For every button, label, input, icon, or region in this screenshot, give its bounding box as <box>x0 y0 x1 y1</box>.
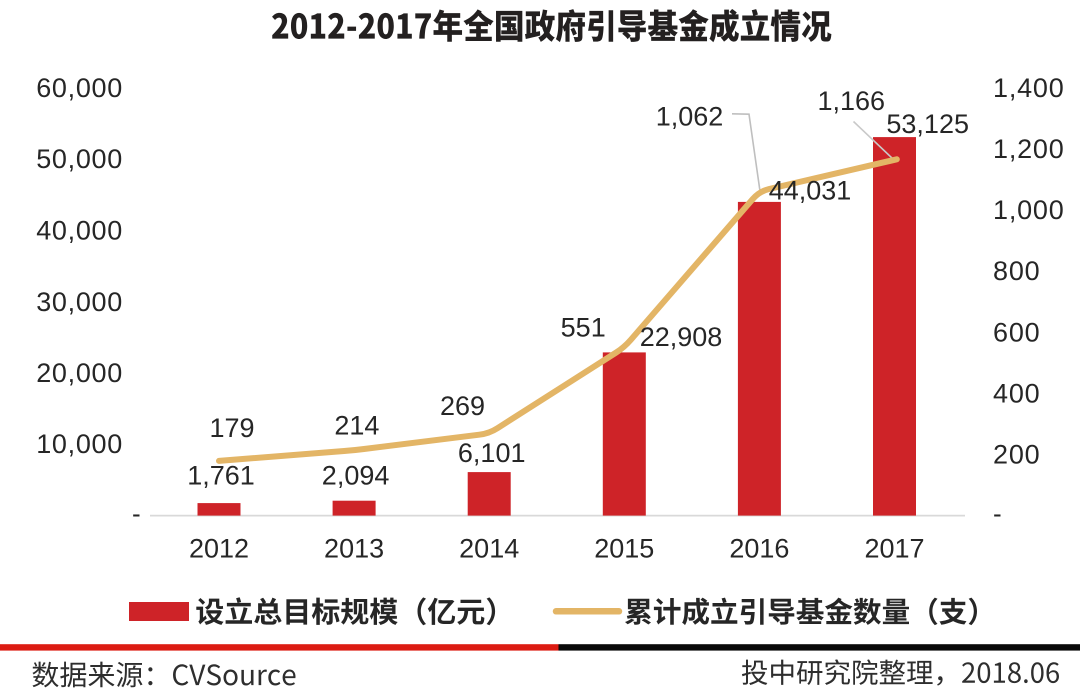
svg-text:10,000: 10,000 <box>36 429 123 459</box>
svg-text:2014: 2014 <box>459 534 519 564</box>
svg-text:40,000: 40,000 <box>36 216 123 246</box>
svg-text:30,000: 30,000 <box>36 287 123 317</box>
svg-text:60,000: 60,000 <box>36 73 123 103</box>
svg-text:44,031: 44,031 <box>769 175 852 205</box>
svg-text:-: - <box>132 499 141 529</box>
svg-text:2016: 2016 <box>729 534 789 564</box>
svg-text:6,101: 6,101 <box>458 438 526 468</box>
svg-text:2013: 2013 <box>324 534 384 564</box>
svg-text:1,761: 1,761 <box>187 461 255 491</box>
svg-text:1,400: 1,400 <box>993 73 1065 103</box>
svg-text:20,000: 20,000 <box>36 358 123 388</box>
svg-text:1,200: 1,200 <box>993 134 1065 164</box>
svg-text:269: 269 <box>440 391 485 421</box>
svg-text:2,094: 2,094 <box>322 460 390 490</box>
svg-text:179: 179 <box>209 413 254 443</box>
svg-text:53,125: 53,125 <box>886 109 969 139</box>
svg-text:1,062: 1,062 <box>656 101 724 131</box>
svg-text:200: 200 <box>993 439 1040 469</box>
svg-text:1,166: 1,166 <box>818 86 886 116</box>
svg-text:600: 600 <box>993 317 1040 347</box>
svg-text:-: - <box>993 499 1002 529</box>
svg-text:214: 214 <box>334 410 379 440</box>
svg-text:2012: 2012 <box>189 534 249 564</box>
svg-text:400: 400 <box>993 378 1040 408</box>
svg-text:551: 551 <box>561 312 606 342</box>
svg-text:1,000: 1,000 <box>993 195 1065 225</box>
svg-text:22,908: 22,908 <box>640 322 723 352</box>
svg-text:800: 800 <box>993 256 1040 286</box>
svg-text:50,000: 50,000 <box>36 144 123 174</box>
svg-text:2015: 2015 <box>594 534 654 564</box>
svg-text:2017: 2017 <box>864 534 924 564</box>
